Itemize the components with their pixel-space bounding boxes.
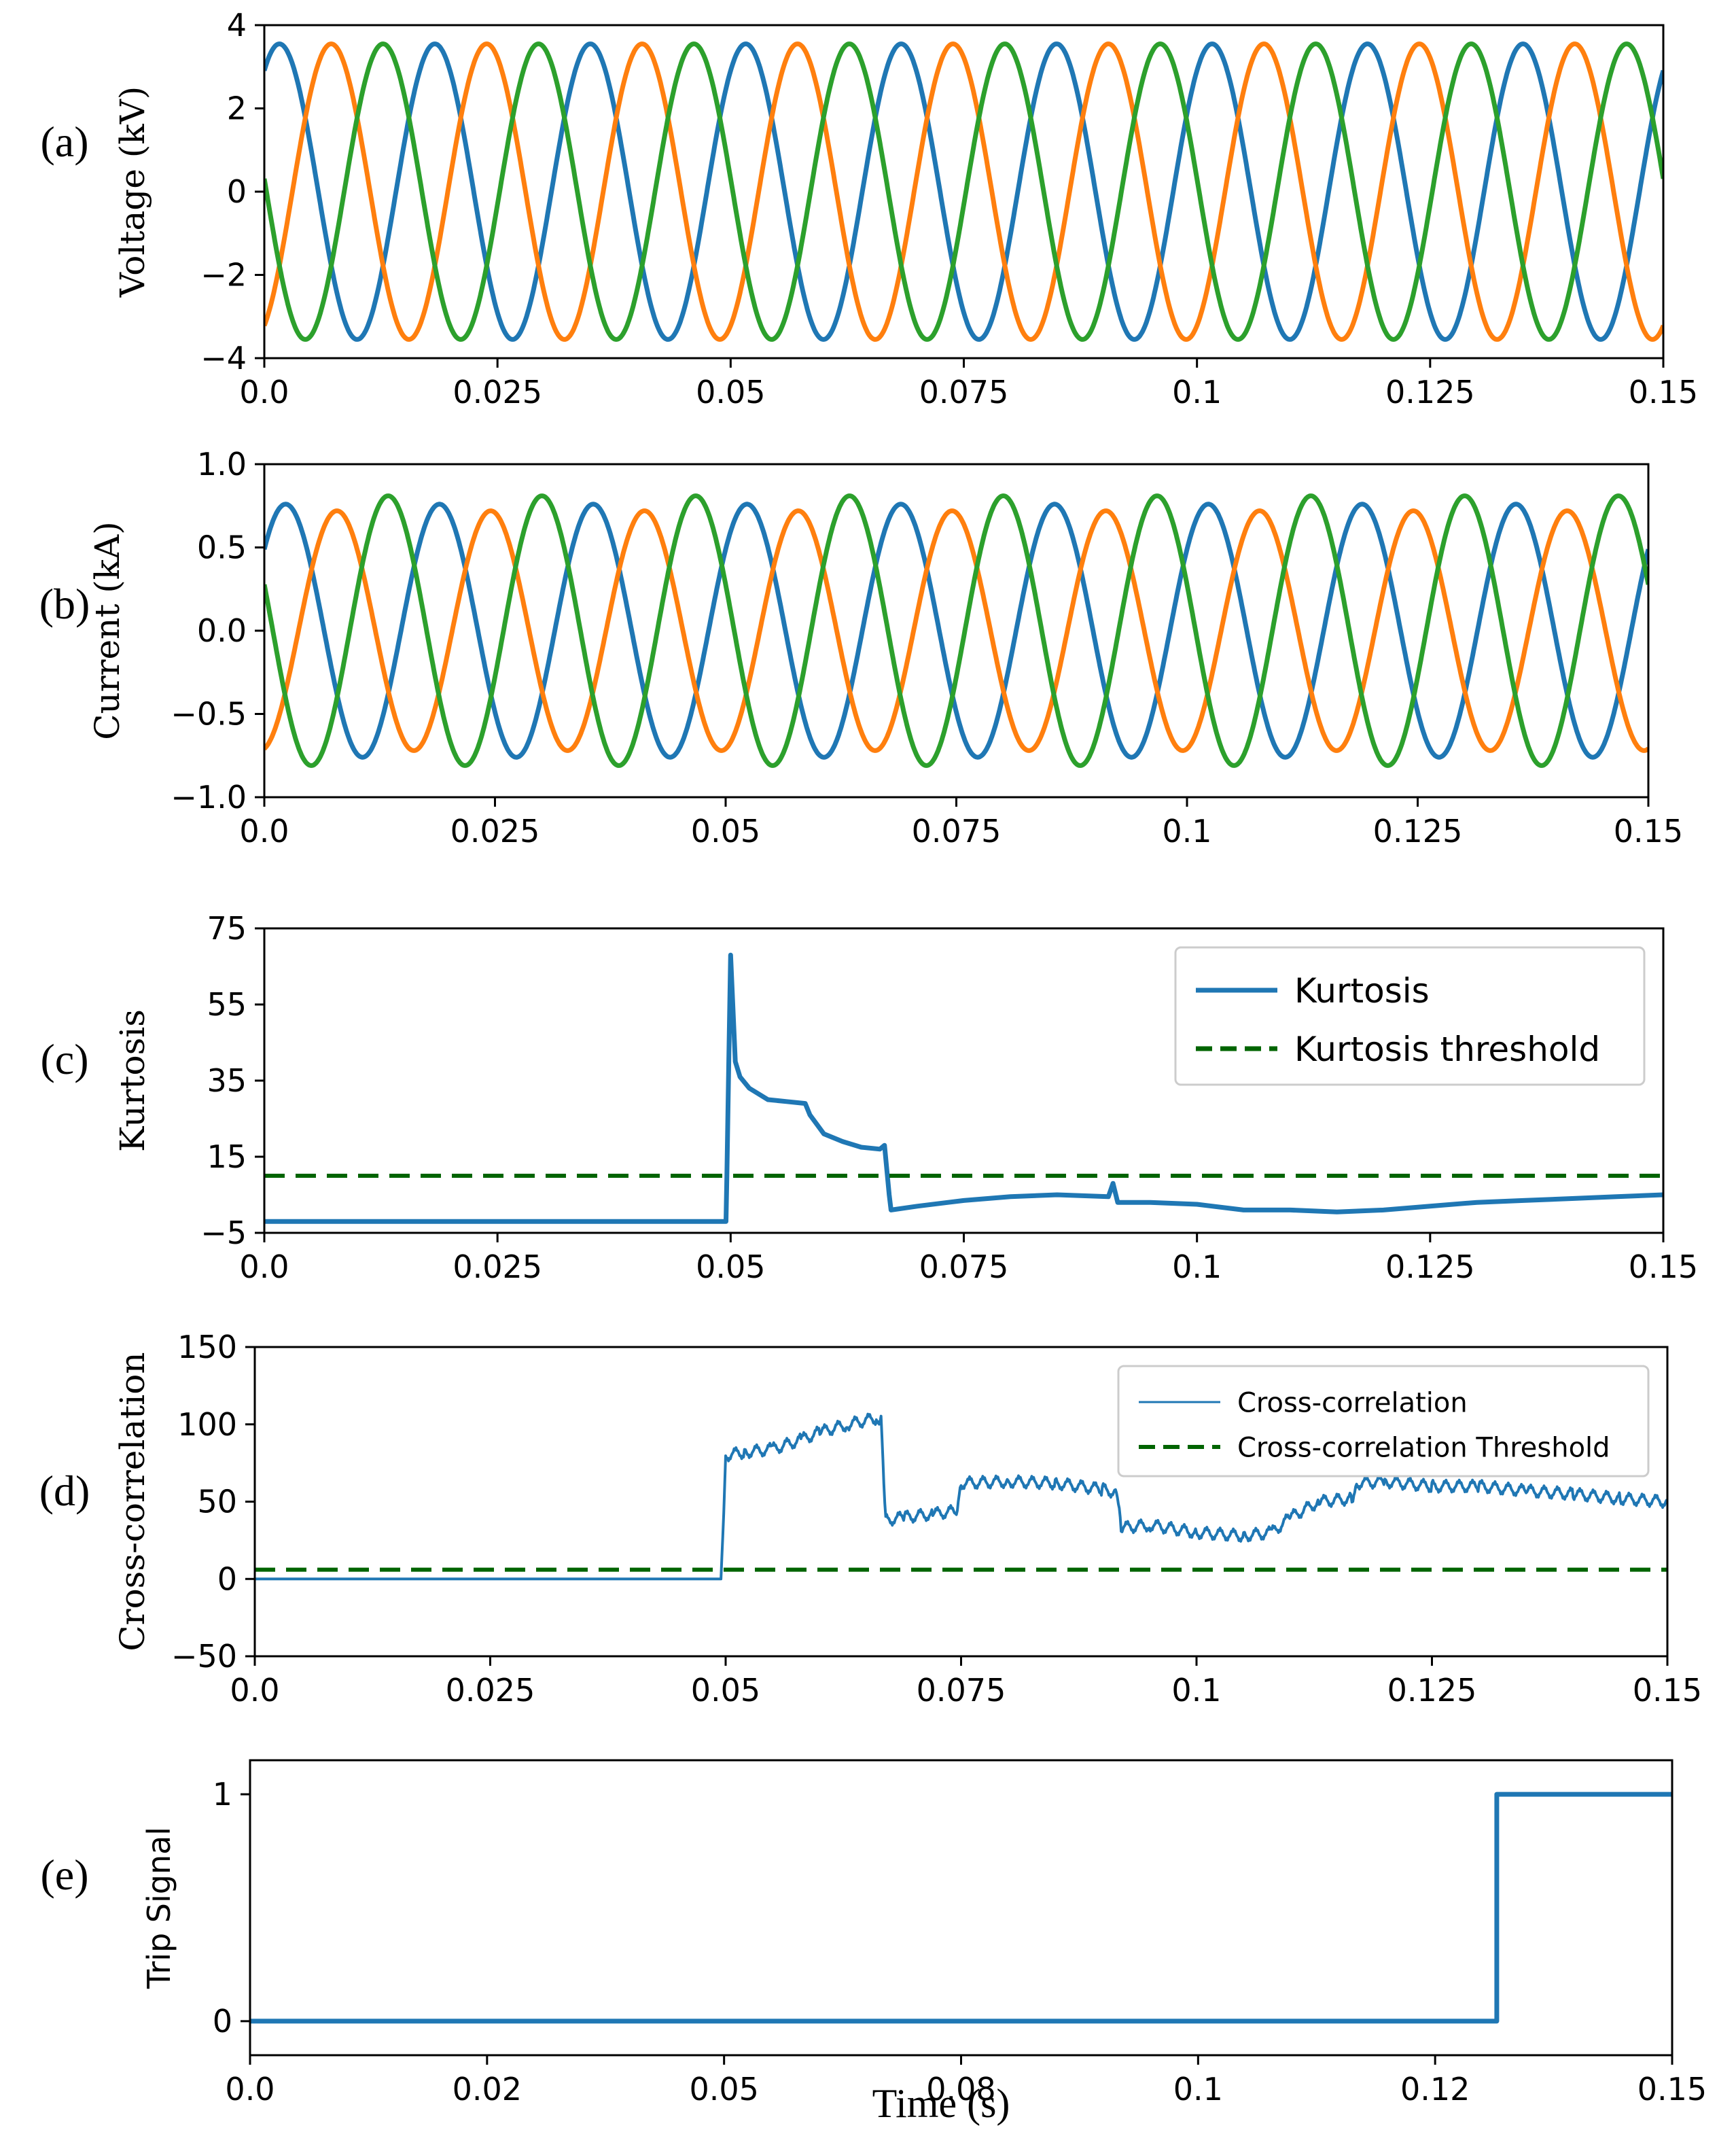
x-tick-label: 0.0 (239, 374, 289, 410)
x-tick-label: 0.05 (691, 813, 760, 850)
x-tick-label: 0.1 (1171, 1672, 1221, 1709)
y-tick-label: 0.0 (197, 612, 247, 649)
x-tick-label: 0.15 (1633, 1672, 1702, 1709)
x-tick-label: 0.075 (919, 374, 1009, 410)
x-tick-label: 0.05 (691, 1672, 760, 1709)
panel-d-cross-correlation: 0.0 0.025 0.05 0.075 0.1 0.125 0.15 −50 0 50 100 15… (39, 1329, 1703, 1709)
x-tick-label: 0.15 (1629, 1248, 1698, 1285)
x-tick-label: 0.125 (1385, 374, 1475, 410)
x-tick-label: 0.05 (696, 1248, 765, 1285)
legend-label: Cross-correlation (1237, 1387, 1468, 1418)
legend-box (1174, 946, 1646, 1086)
panel-label: (e) (40, 1851, 88, 1899)
y-tick-label: 2 (227, 90, 247, 127)
y-tick-label: 1.0 (197, 446, 247, 483)
x-tick-label: 0.0 (239, 1248, 289, 1285)
panel-label: (a) (40, 118, 88, 166)
series-group (264, 952, 1663, 1224)
x-tick-label: 0.1 (1172, 374, 1222, 410)
y-tick-label: −0.5 (171, 696, 247, 733)
x-tick-label: 0.075 (912, 813, 1002, 850)
series-kurtosis (264, 952, 1663, 1224)
series-group (255, 1412, 1667, 1581)
x-tick-label: 0.0 (230, 1672, 279, 1709)
y-tick-label: 75 (207, 910, 247, 947)
y-tick-label: −1.0 (171, 779, 247, 816)
x-tick-label: 0.025 (453, 1248, 542, 1285)
y-tick-label: 0 (217, 1560, 237, 1597)
x-tick-label: 0.025 (453, 374, 542, 410)
x-tick-label: 0.0 (239, 813, 289, 850)
y-tick-label: −2 (200, 257, 247, 294)
plot-frame (249, 1759, 1673, 2057)
y-tick-label: 0.5 (197, 529, 247, 566)
x-tick-label: 0.1 (1172, 1248, 1222, 1285)
x-tick-label: 0.125 (1373, 813, 1463, 850)
series-cross-correlation (255, 1412, 1667, 1581)
x-tick-label: 0.1 (1173, 2071, 1223, 2108)
legend-label: Kurtosis threshold (1294, 1030, 1600, 1069)
series-phase-a (264, 41, 1663, 342)
panel-c-kurtosis: 0.0 0.025 0.05 0.075 0.1 0.125 0.15 −5 15 35 55 75 K… (40, 910, 1698, 1285)
y-tick-label: 1 (213, 1776, 232, 1813)
y-tick-label: 150 (177, 1329, 237, 1365)
x-tick-label: 0.05 (689, 2071, 758, 2108)
panel-e-trip-signal: 0.0 0.02 0.05 0.08 0.1 0.12 0.15 0 1 Trip Signal (… (40, 1759, 1707, 2108)
legend-box (1117, 1365, 1650, 1478)
series-group (250, 1792, 1672, 2024)
series-phase-b (264, 41, 1663, 342)
legend-label: Cross-correlation Threshold (1237, 1432, 1610, 1463)
y-axis-label: Voltage (kV) (113, 86, 152, 298)
x-tick-label: 0.12 (1400, 2071, 1470, 2108)
y-axis-label: Trip Signal (141, 1827, 177, 1989)
series-group (264, 41, 1663, 342)
y-tick-label: 0 (227, 173, 247, 210)
x-tick-label: 0.02 (453, 2071, 522, 2108)
series-phase-c (264, 493, 1648, 768)
x-tick-label: 0.025 (446, 1672, 535, 1709)
series-trip-signal (250, 1792, 1672, 2024)
panel-label: (d) (39, 1467, 90, 1515)
y-tick-label: 0 (213, 2003, 232, 2040)
y-tick-label: 50 (197, 1484, 237, 1520)
series-group (264, 493, 1648, 768)
y-tick-label: 35 (207, 1062, 247, 1099)
panel-b-current: 0.0 0.025 0.05 0.075 0.1 0.125 0.15 −1.0 −0.5 0.0… (39, 446, 1684, 850)
series-phase-a (264, 502, 1648, 760)
x-tick-label: 0.025 (450, 813, 540, 850)
x-tick-label: 0.075 (919, 1248, 1009, 1285)
series-phase-b (264, 508, 1648, 753)
legend-label: Kurtosis (1294, 971, 1430, 1011)
y-tick-label: 55 (207, 986, 247, 1023)
x-axis-label: Time (s) (872, 2081, 1010, 2126)
series-phase-c (264, 41, 1663, 342)
y-axis-label: Cross-correlation (113, 1352, 152, 1651)
y-tick-label: 15 (207, 1138, 247, 1175)
x-tick-label: 0.15 (1614, 813, 1683, 850)
x-tick-label: 0.125 (1387, 1672, 1477, 1709)
y-tick-label: 4 (227, 7, 247, 43)
x-tick-label: 0.0 (225, 2071, 274, 2108)
x-tick-label: 0.15 (1637, 2071, 1707, 2108)
x-tick-label: 0.1 (1162, 813, 1211, 850)
panel-label: (b) (39, 580, 90, 628)
y-axis-label: Current (kA) (88, 521, 127, 739)
y-tick-label: −5 (200, 1214, 247, 1251)
x-tick-label: 0.15 (1629, 374, 1698, 410)
x-tick-label: 0.05 (696, 374, 765, 410)
legend: Cross-correlation Cross-correlation Thres… (1117, 1365, 1650, 1478)
y-axis-label: Kurtosis (113, 1009, 152, 1152)
x-tick-label: 0.08 (926, 2071, 995, 2108)
x-tick-label: 0.125 (1385, 1248, 1475, 1285)
legend: Kurtosis Kurtosis threshold (1174, 946, 1646, 1086)
y-tick-label: 100 (177, 1406, 237, 1443)
y-tick-label: −4 (200, 340, 247, 377)
panel-a-voltage: 0.0 0.025 0.05 0.075 0.1 0.125 0.15 −4 −2 0 2 4 Volt… (40, 7, 1698, 410)
x-tick-label: 0.075 (917, 1672, 1006, 1709)
panel-label: (c) (40, 1035, 88, 1083)
y-tick-label: −50 (171, 1638, 237, 1675)
